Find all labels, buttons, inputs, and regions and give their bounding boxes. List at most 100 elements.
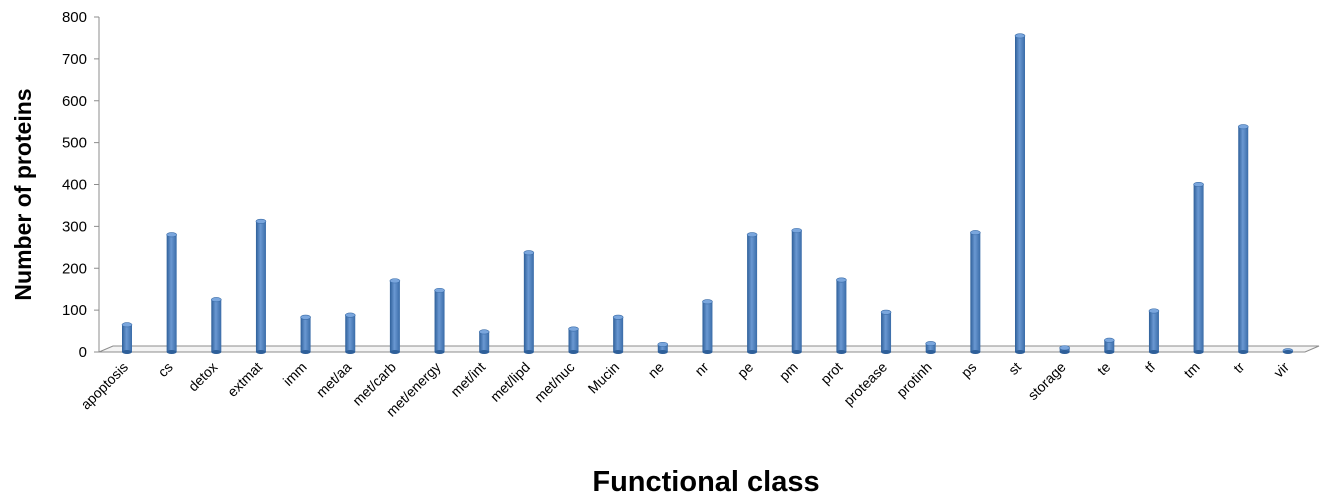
bar-top [478,329,490,335]
y-axis-title: Number of proteins [10,88,36,300]
bar-body [434,290,445,352]
y-tick-label: 100 [62,302,87,319]
bar-body [1015,35,1025,352]
bar-base [881,350,892,354]
bar [970,230,981,354]
bar-body [568,328,579,352]
bar [1148,308,1160,354]
bar-body [1104,340,1115,352]
bar-base [568,350,579,354]
bar-body [836,279,847,352]
bar-base [389,350,400,354]
bar [836,277,847,354]
x-axis-title: Functional class [592,466,819,498]
bar-base [523,350,534,354]
bar-top [702,299,713,305]
bar-base [255,350,266,354]
bar-top [880,309,892,315]
bar-body [613,317,624,352]
bar [211,297,222,354]
bar [389,278,401,354]
bar [568,326,579,354]
x-tick-label: tr [1230,359,1248,377]
bar-body [122,324,132,352]
bar [746,232,758,354]
x-tick-label: pe [734,359,756,381]
bar-base [166,350,177,354]
bar-top [970,230,981,236]
y-tick-label: 0 [79,344,87,361]
bar-top [836,277,847,283]
bar-top [1237,124,1249,130]
bar-body [300,317,311,352]
bar-base [1193,350,1204,354]
x-tick-label: met/nuc [531,359,578,406]
bar-base [747,350,758,354]
bar-top [657,341,669,347]
x-tick-label: vir [1270,359,1292,381]
x-tick-label: imm [280,359,310,389]
bar-base [434,350,445,354]
bar [1237,124,1249,354]
bar-body [166,234,177,352]
x-tick-label: pm [776,359,801,384]
bar-base [479,350,490,354]
bar [657,341,669,354]
y-tick-label: 700 [62,51,87,68]
x-tick-label: Mucin [585,359,623,397]
bar [1059,345,1070,354]
x-tick-label: extmat [224,359,265,400]
bar-top [121,322,133,328]
bar-body [702,301,713,352]
bar-body [345,315,356,352]
bar [880,309,892,354]
bar-top [612,314,624,320]
bar-base [925,350,936,354]
bar-top [1104,337,1115,343]
bar-top [746,232,758,238]
bar-body [1193,184,1204,352]
bar-body [479,331,490,352]
bar-top [211,297,222,303]
y-tick-label: 300 [62,218,87,235]
bar-top [1059,345,1070,351]
bar-base [657,350,668,354]
bar-top [1148,308,1160,314]
y-tick-label: 200 [62,260,87,277]
bar-top [1193,182,1204,188]
bar-body [970,232,981,352]
bar [791,228,803,354]
y-tick-label: 500 [62,135,87,152]
x-tick-label: nr [691,359,711,379]
bar-base [1282,350,1293,354]
bar [478,329,490,354]
bar-top [568,326,579,332]
bar [925,341,937,354]
bar-top [791,228,803,234]
x-tick-label: ps [958,359,980,381]
bar [1282,348,1294,354]
bars [121,33,1294,354]
x-tick-label: met/int [447,359,488,400]
bar-base [702,350,713,354]
bar [1104,337,1115,354]
x-tick-label: storage [1024,359,1068,403]
x-tick-label: detox [185,359,221,395]
bar-body [211,299,222,352]
category-labels: apoptosis cs detox extmat imm met/aamet/carbm… [77,359,1292,420]
bar-base [836,350,847,354]
bar-body [523,252,534,352]
x-tick-label: cs [155,359,176,380]
bar-base [211,350,222,354]
bar [612,314,624,354]
bar [300,314,311,354]
x-tick-label: ne [645,359,667,381]
bar-body [791,230,802,352]
bar-top [255,218,267,224]
bar [255,218,267,354]
bar [1014,33,1026,354]
bar-base [300,350,311,354]
bar-body [881,312,892,352]
bar-body [747,234,758,352]
bar [344,312,356,354]
